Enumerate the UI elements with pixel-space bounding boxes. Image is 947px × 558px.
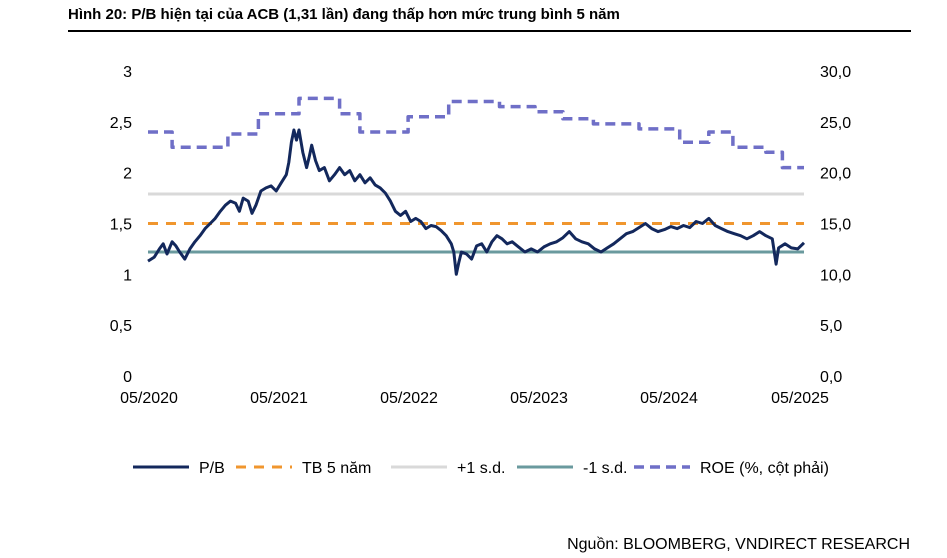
left-tick-label: 0,5 xyxy=(110,318,132,335)
left-tick-label: 0 xyxy=(123,369,132,386)
roe-line xyxy=(148,96,804,170)
left-tick-label: 1,5 xyxy=(110,217,132,234)
right-tick-label: 0,0 xyxy=(820,369,842,386)
x-tick-label: 05/2025 xyxy=(771,390,829,407)
title-rule xyxy=(68,30,911,32)
legend-label: -1 s.d. xyxy=(583,460,627,477)
source-note: Nguồn: BLOOMBERG, VNDIRECT RESEARCH xyxy=(567,536,910,553)
pb-line xyxy=(147,128,806,276)
legend-label: TB 5 năm xyxy=(302,460,371,477)
right-tick-label: 30,0 xyxy=(820,64,851,81)
left-axis-ticks: 0 0,5 1 1,5 2 2,5 3 xyxy=(110,64,132,386)
x-tick-label: 05/2021 xyxy=(250,390,308,407)
right-axis-ticks: 0,0 5,0 10,0 15,0 20,0 25,0 30,0 xyxy=(820,64,851,386)
series-layer xyxy=(147,96,806,276)
x-tick-label: 05/2023 xyxy=(510,390,568,407)
legend: P/B TB 5 năm +1 s.d. -1 s.d. ROE (%, cột phả… xyxy=(133,460,829,477)
left-tick-label: 3 xyxy=(123,64,132,81)
chart-title: Hình 20: P/B hiện tại của ACB (1,31 lần)… xyxy=(68,6,620,23)
left-tick-label: 2 xyxy=(123,166,132,183)
right-tick-label: 25,0 xyxy=(820,115,851,132)
right-tick-label: 10,0 xyxy=(820,267,851,284)
right-tick-label: 20,0 xyxy=(820,166,851,183)
x-tick-label: 05/2022 xyxy=(380,390,438,407)
legend-label: ROE (%, cột phải) xyxy=(700,460,829,477)
right-tick-label: 15,0 xyxy=(820,217,851,234)
legend-label: P/B xyxy=(199,460,225,477)
x-tick-label: 05/2024 xyxy=(640,390,698,407)
x-tick-label: 05/2020 xyxy=(120,390,178,407)
left-tick-label: 2,5 xyxy=(110,115,132,132)
left-tick-label: 1 xyxy=(123,267,132,284)
legend-label: +1 s.d. xyxy=(457,460,505,477)
x-axis-ticks: 05/2020 05/2021 05/2022 05/2023 05/2024 05/20… xyxy=(120,390,829,407)
right-tick-label: 5,0 xyxy=(820,318,842,335)
